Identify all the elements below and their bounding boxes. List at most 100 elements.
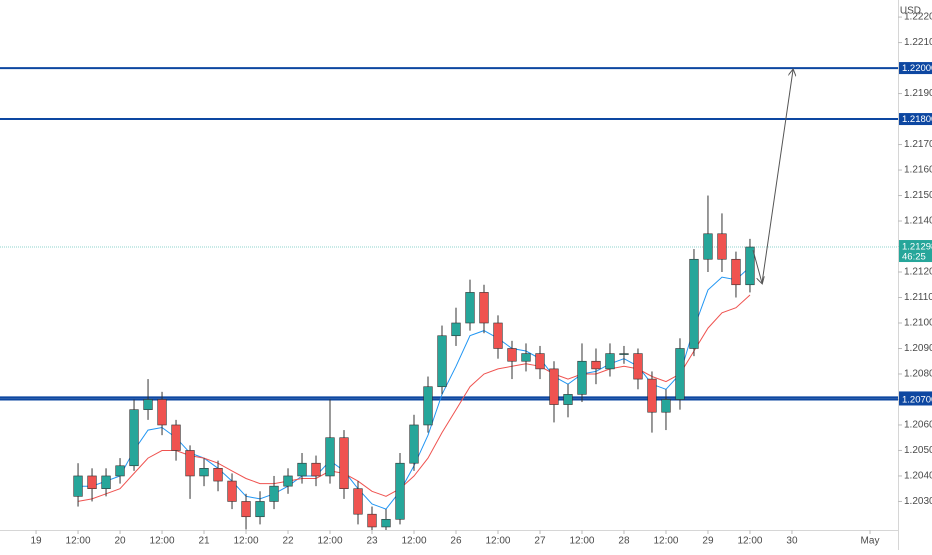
x-tick-label: 12:00 bbox=[150, 536, 175, 547]
x-tick-label: 12:00 bbox=[317, 536, 342, 547]
candle-body bbox=[283, 475, 293, 487]
candle-body bbox=[437, 335, 447, 388]
x-tick-label: 29 bbox=[702, 536, 714, 547]
y-tick-label: 1.20500 bbox=[904, 445, 932, 456]
y-tick-label: 1.20900 bbox=[904, 343, 932, 354]
x-tick-label: 12:00 bbox=[653, 536, 678, 547]
candle-body bbox=[577, 360, 587, 395]
candle-body bbox=[297, 462, 307, 477]
x-tick-label: 12:00 bbox=[485, 536, 510, 547]
candle-body bbox=[381, 518, 391, 528]
y-tick-label: 1.22100 bbox=[904, 37, 932, 48]
current-price-label: 1.21298 bbox=[902, 242, 932, 253]
y-tick-label: 1.21200 bbox=[904, 267, 932, 278]
y-tick-label: 1.20400 bbox=[904, 471, 932, 482]
candle-body bbox=[311, 462, 321, 477]
y-tick-label: 1.20600 bbox=[904, 420, 932, 431]
candle-body bbox=[395, 462, 405, 520]
candle-body bbox=[409, 424, 419, 464]
candle-body bbox=[563, 394, 573, 405]
y-tick-label: 1.21700 bbox=[904, 139, 932, 150]
candle-body bbox=[451, 322, 461, 337]
y-tick-label: 1.21400 bbox=[904, 216, 932, 227]
candle-body bbox=[171, 424, 181, 451]
candle-body bbox=[479, 292, 489, 324]
candle-body bbox=[339, 437, 349, 490]
x-tick-label: 27 bbox=[534, 536, 546, 547]
candle-body bbox=[185, 450, 195, 477]
x-tick-label: 12:00 bbox=[569, 536, 594, 547]
y-tick-label: 1.21100 bbox=[904, 292, 932, 303]
candle-body bbox=[689, 258, 699, 349]
x-tick-label: 12:00 bbox=[737, 536, 762, 547]
countdown-label: 46:25 bbox=[902, 252, 926, 263]
y-tick-label: 1.21000 bbox=[904, 318, 932, 329]
x-tick-label: 28 bbox=[618, 536, 630, 547]
candle-body bbox=[619, 353, 629, 355]
candle-body bbox=[633, 353, 643, 380]
level-label: 1.20700 bbox=[902, 394, 932, 405]
x-tick-label: 12:00 bbox=[234, 536, 259, 547]
candle-body bbox=[325, 437, 335, 477]
candle-body bbox=[157, 399, 167, 426]
y-tick-label: 1.21600 bbox=[904, 165, 932, 176]
level-label-box bbox=[899, 113, 932, 126]
candle-body bbox=[605, 353, 615, 370]
candle-body bbox=[423, 386, 433, 426]
x-tick-label: 12:00 bbox=[401, 536, 426, 547]
candle-body bbox=[269, 485, 279, 502]
candle-body bbox=[73, 475, 83, 497]
currency-label: USD bbox=[900, 6, 921, 17]
candle-body bbox=[507, 348, 517, 362]
x-tick-label: 30 bbox=[786, 536, 798, 547]
y-tick-label: 1.21900 bbox=[904, 88, 932, 99]
x-tick-label: 12:00 bbox=[66, 536, 91, 547]
candle-body bbox=[745, 246, 755, 286]
candle-body bbox=[703, 233, 713, 260]
x-tick-label: 26 bbox=[450, 536, 462, 547]
y-tick-label: 1.20300 bbox=[904, 496, 932, 507]
candle-body bbox=[367, 513, 377, 528]
candle-body bbox=[115, 465, 125, 477]
candle-body bbox=[227, 480, 237, 502]
y-tick-label: 1.21500 bbox=[904, 190, 932, 201]
candle-body bbox=[465, 292, 475, 324]
x-tick-label: 21 bbox=[198, 536, 210, 547]
candle-body bbox=[591, 360, 601, 370]
level-label: 1.22000 bbox=[902, 63, 932, 74]
candle-body bbox=[493, 322, 503, 349]
candle-body bbox=[129, 409, 139, 467]
candle-body bbox=[521, 353, 531, 362]
level-label-box bbox=[899, 62, 932, 75]
candle-body bbox=[661, 399, 671, 413]
candle-body bbox=[143, 399, 153, 410]
candle-body bbox=[535, 353, 545, 370]
pullback-arrow bbox=[752, 249, 762, 283]
level-label: 1.21800 bbox=[902, 114, 932, 125]
y-tick-label: 1.22200 bbox=[904, 12, 932, 23]
x-tick-label: 20 bbox=[114, 536, 126, 547]
candle-body bbox=[241, 501, 251, 518]
axes: 1.20300 1.20400 1.20500 1.20600 1.20700 1.208… bbox=[30, 12, 932, 547]
x-tick-label: 19 bbox=[30, 536, 42, 547]
candle-body bbox=[213, 468, 223, 482]
candle-body bbox=[675, 348, 685, 400]
x-tick-label: 23 bbox=[366, 536, 378, 547]
candle-body bbox=[731, 258, 741, 286]
x-tick-label: May bbox=[861, 536, 880, 547]
candle-body bbox=[647, 378, 657, 413]
candle-body bbox=[549, 368, 559, 405]
candle-body bbox=[255, 501, 265, 518]
candle-body bbox=[87, 475, 97, 490]
x-tick-label: 22 bbox=[282, 536, 294, 547]
projection-arrow bbox=[761, 70, 793, 284]
current-price-box bbox=[899, 240, 932, 263]
candle-body bbox=[199, 468, 209, 477]
level-label-box bbox=[899, 393, 932, 406]
candle-body bbox=[353, 488, 363, 515]
candle-body bbox=[717, 233, 727, 260]
y-tick-label: 1.20800 bbox=[904, 369, 932, 380]
plot-area bbox=[0, 67, 898, 530]
